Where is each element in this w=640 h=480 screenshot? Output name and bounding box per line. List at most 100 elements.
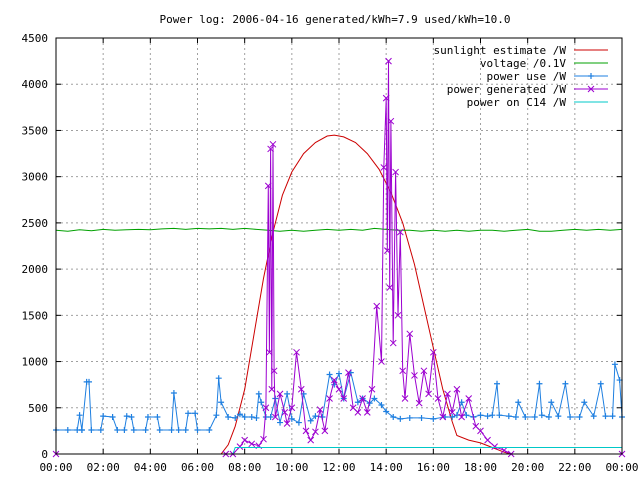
legend-label: voltage /0.1V bbox=[480, 57, 566, 70]
data-point bbox=[218, 399, 225, 406]
data-point bbox=[288, 415, 295, 422]
data-point bbox=[283, 420, 291, 427]
x-tick-label: 12:00 bbox=[322, 461, 355, 474]
data-point bbox=[241, 414, 248, 421]
data-point bbox=[312, 413, 319, 420]
data-point bbox=[489, 412, 496, 419]
data-point bbox=[114, 426, 121, 433]
data-point bbox=[458, 413, 465, 421]
data-point bbox=[515, 399, 522, 406]
series-line bbox=[56, 134, 622, 455]
x-tick-label: 20:00 bbox=[511, 461, 544, 474]
series-power-generated-w bbox=[52, 57, 626, 458]
y-axis: 0 500 1000 1500 2000 2500 3000 3500 4000 4500 bbox=[22, 32, 622, 461]
data-point bbox=[567, 414, 574, 421]
data-point bbox=[269, 140, 277, 148]
y-tick-label: 3500 bbox=[22, 124, 49, 137]
data-point bbox=[185, 410, 192, 417]
data-point bbox=[609, 413, 616, 420]
data-point bbox=[382, 94, 390, 102]
data-point bbox=[225, 414, 232, 421]
data-point bbox=[128, 414, 135, 421]
data-point bbox=[336, 370, 342, 377]
data-point bbox=[354, 399, 361, 406]
data-point bbox=[241, 436, 249, 444]
data-point bbox=[236, 411, 243, 418]
data-point bbox=[248, 440, 256, 448]
data-point bbox=[378, 402, 385, 409]
x-tick-label: 06:00 bbox=[181, 461, 214, 474]
data-point bbox=[121, 426, 128, 433]
data-point bbox=[78, 426, 85, 433]
legend-label: power generated /W bbox=[447, 83, 567, 96]
legend-item: power generated /W bbox=[447, 83, 608, 96]
data-point bbox=[505, 413, 512, 420]
data-point bbox=[420, 367, 428, 375]
data-point bbox=[267, 414, 274, 421]
data-point bbox=[463, 412, 470, 419]
data-point bbox=[545, 414, 552, 421]
data-point bbox=[477, 427, 484, 435]
data-point bbox=[335, 385, 343, 393]
data-point bbox=[170, 389, 177, 396]
data-point bbox=[496, 412, 503, 419]
grid-lines bbox=[56, 38, 622, 454]
data-point bbox=[418, 414, 425, 421]
data-point bbox=[359, 395, 366, 402]
x-tick-label: 08:00 bbox=[228, 461, 261, 474]
data-point bbox=[491, 443, 499, 450]
data-point bbox=[444, 390, 451, 398]
data-point bbox=[439, 413, 447, 421]
data-point bbox=[500, 446, 508, 454]
data-point bbox=[449, 414, 456, 421]
data-point bbox=[168, 426, 175, 433]
data-point bbox=[255, 390, 262, 397]
data-point bbox=[406, 414, 413, 421]
data-point bbox=[182, 426, 189, 433]
data-point bbox=[123, 413, 130, 420]
data-point bbox=[429, 348, 437, 356]
data-point bbox=[531, 414, 538, 421]
data-point bbox=[258, 399, 265, 406]
series-voltage-0-1v bbox=[55, 227, 623, 232]
data-point bbox=[206, 426, 213, 433]
y-tick-label: 2500 bbox=[22, 217, 49, 230]
y-tick-label: 2000 bbox=[22, 263, 49, 276]
x-axis: 00:00 02:00 04:00 06:00 08:00 10:00 12:00 14:00… bbox=[39, 38, 639, 474]
data-point bbox=[597, 380, 604, 387]
data-point bbox=[477, 412, 484, 419]
series-line bbox=[55, 227, 623, 232]
data-point bbox=[88, 426, 95, 433]
data-point bbox=[236, 443, 244, 450]
y-tick-label: 3000 bbox=[22, 171, 49, 184]
data-point bbox=[262, 404, 270, 412]
data-point bbox=[192, 410, 199, 417]
data-point bbox=[354, 409, 362, 416]
data-point bbox=[232, 414, 239, 421]
data-point bbox=[448, 409, 456, 416]
legend-label: power on C14 /W bbox=[467, 96, 567, 109]
series-layer bbox=[52, 57, 626, 458]
data-point bbox=[142, 426, 149, 433]
data-point bbox=[538, 412, 545, 419]
data-point bbox=[383, 247, 391, 254]
data-point bbox=[312, 428, 319, 436]
x-tick-label: 16:00 bbox=[417, 461, 450, 474]
data-point bbox=[392, 168, 399, 176]
data-point bbox=[154, 414, 161, 421]
data-point bbox=[611, 361, 618, 368]
legend-label: sunlight estimate /W bbox=[434, 44, 567, 57]
data-point bbox=[267, 145, 274, 153]
data-point bbox=[387, 117, 395, 125]
x-tick-label: 10:00 bbox=[275, 461, 308, 474]
data-point bbox=[576, 414, 583, 421]
data-point bbox=[406, 330, 414, 338]
data-point bbox=[260, 435, 267, 443]
data-point bbox=[86, 378, 93, 385]
legend-label: power use /W bbox=[487, 70, 567, 83]
y-tick-label: 1000 bbox=[22, 356, 49, 369]
data-point bbox=[390, 414, 397, 421]
x-tick-label: 22:00 bbox=[558, 461, 591, 474]
data-point bbox=[277, 419, 284, 426]
data-point bbox=[399, 367, 407, 375]
